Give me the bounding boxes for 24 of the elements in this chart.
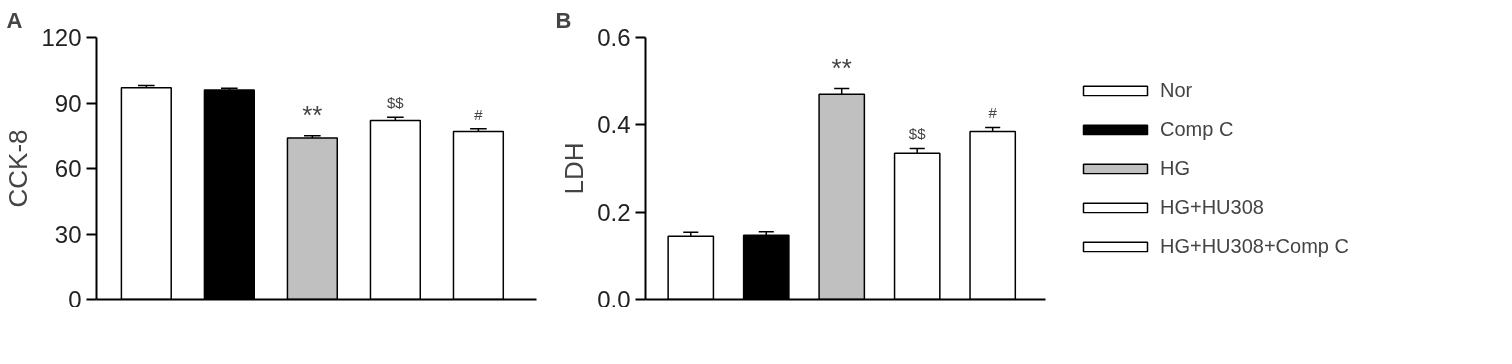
y-tick-label: 0 (68, 285, 82, 313)
y-tick-label: 60 (54, 155, 82, 182)
legend-label: Nor (1160, 78, 1193, 102)
annotation: ** (831, 52, 852, 83)
y-tick-label: 0.4 (597, 111, 631, 139)
y-tick-label: 0.2 (597, 198, 631, 226)
y-axis-title: LDH (559, 142, 590, 195)
annotation: # (474, 105, 484, 123)
y-tick-label: 120 (41, 24, 82, 51)
y-axis-title: CCK-8 (3, 129, 34, 208)
annotation: # (988, 104, 998, 122)
chart-title: B (555, 7, 572, 33)
y-tick-label: 0.6 (597, 24, 631, 51)
legend-label: HG (1160, 156, 1190, 180)
y-tick-label: 90 (54, 89, 82, 117)
legend-label: Comp C (1160, 117, 1234, 141)
annotation: $$ (908, 125, 927, 143)
y-tick-label: 30 (54, 220, 82, 248)
annotation: ** (302, 99, 323, 130)
legend-label: HG+HU308+Comp C (1160, 234, 1349, 258)
chart-title: A (6, 7, 23, 33)
legend-label: HG+HU308 (1160, 195, 1264, 219)
annotation: $$ (387, 94, 405, 112)
y-tick-label: 0.0 (597, 285, 631, 313)
